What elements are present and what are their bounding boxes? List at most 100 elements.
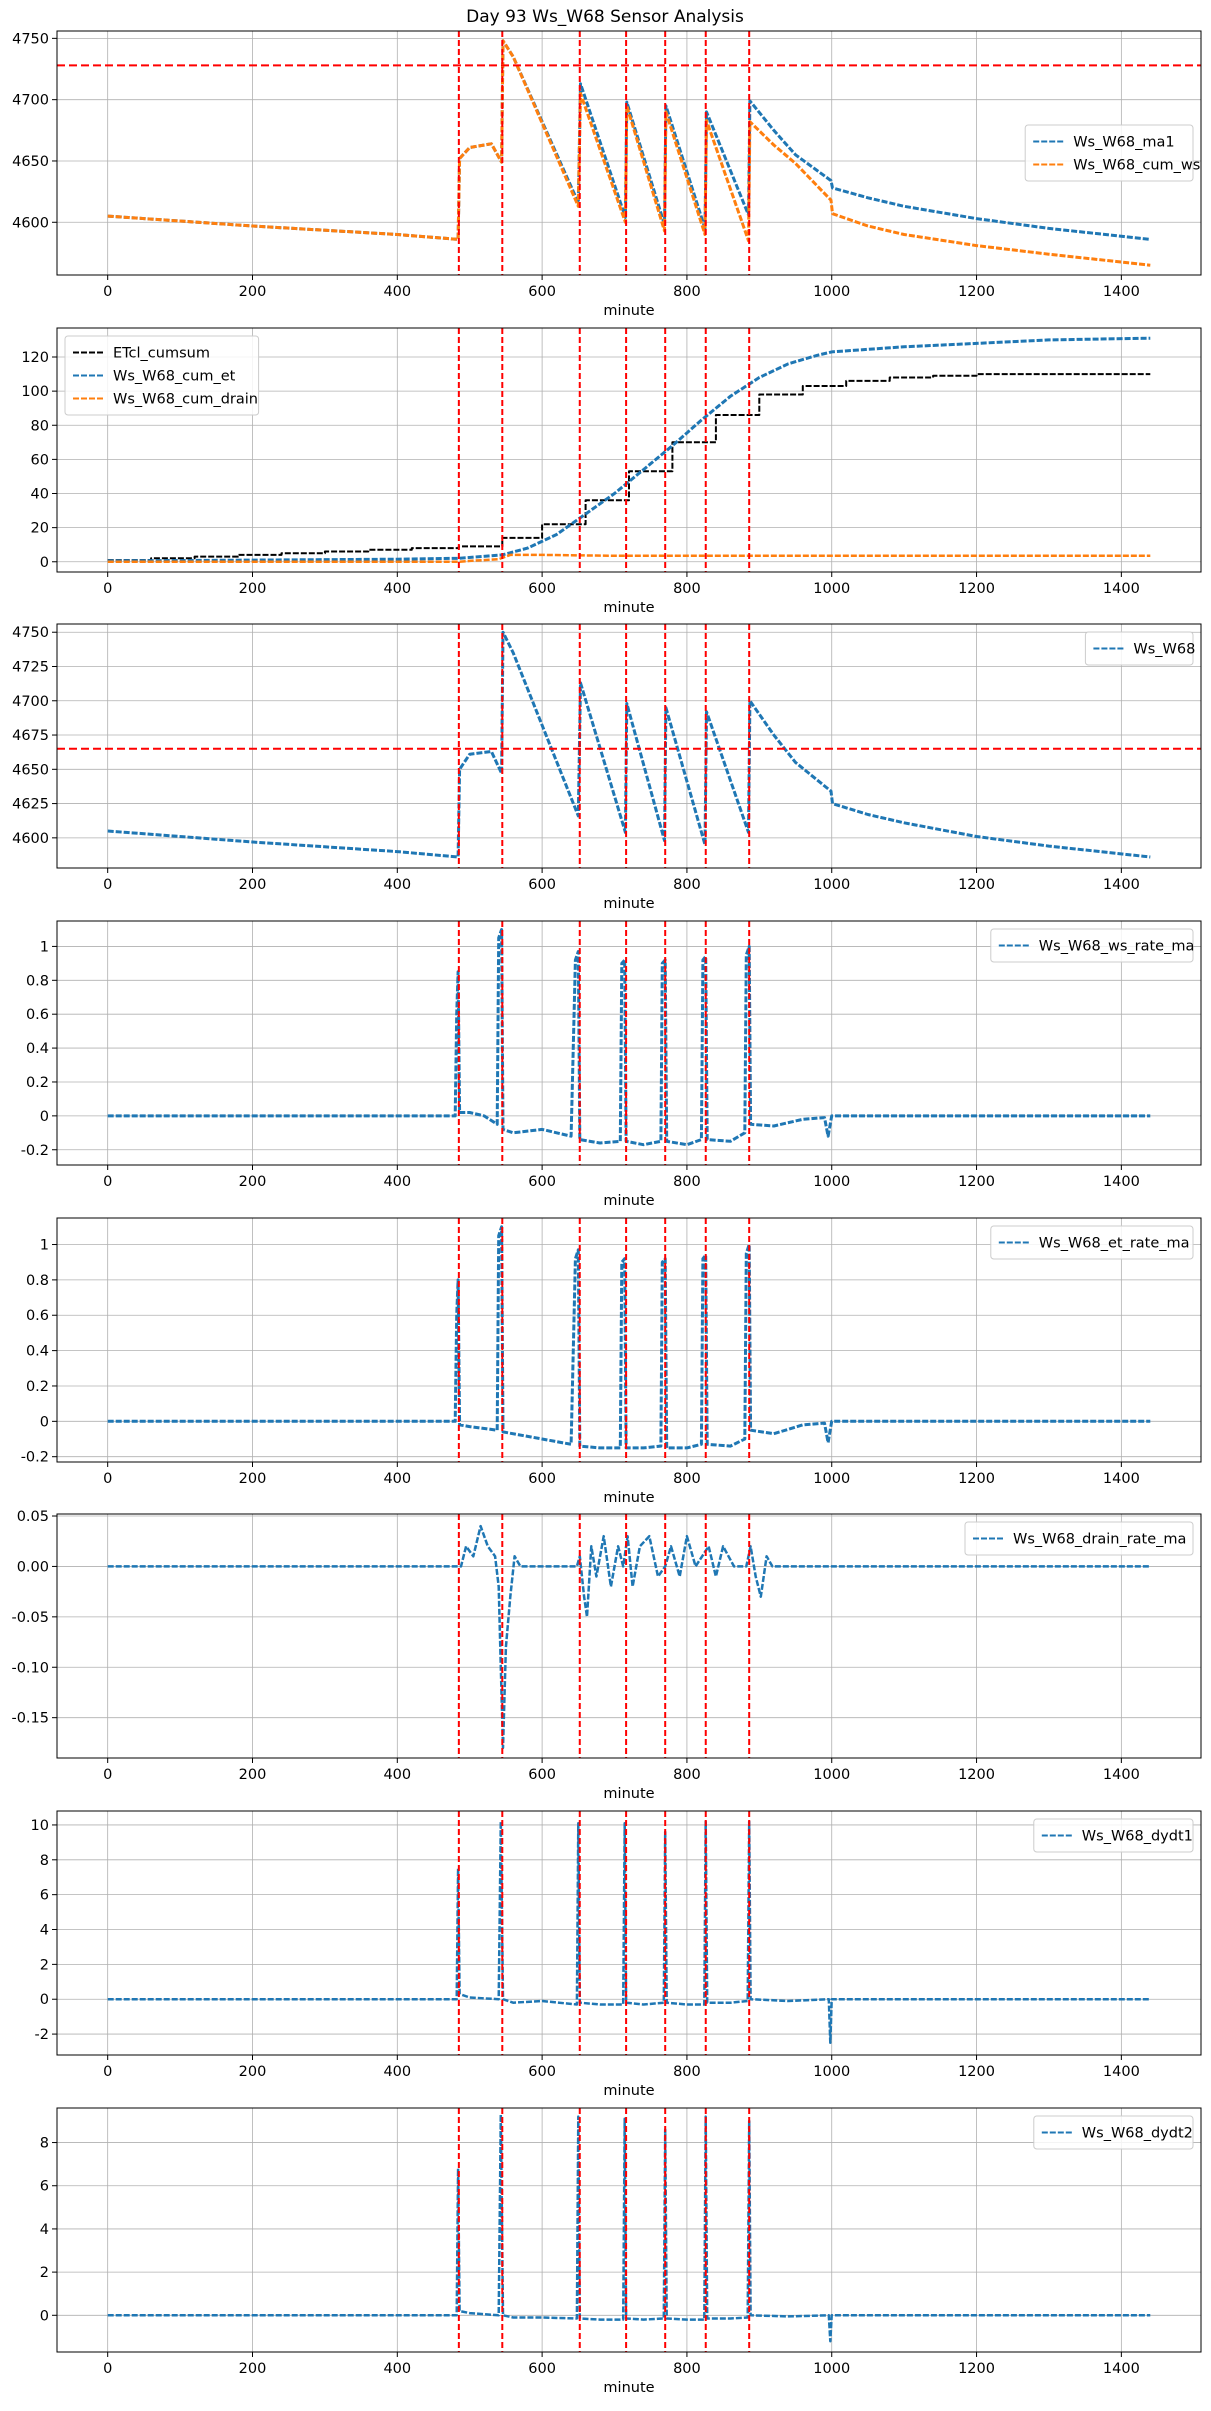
x-tick-label: 200: [239, 2361, 267, 2377]
legend-label: Ws_W68_drain_rate_ma: [1013, 1532, 1186, 1548]
series-line-Ws_W68_cum_et: [107, 336, 1151, 563]
x-tick-label: 0: [103, 1471, 112, 1487]
x-tick-label: 1200: [958, 1174, 995, 1190]
y-tick-label: -0.05: [11, 1610, 49, 1626]
series-line-Ws_W68_cum_ws: [107, 39, 1151, 267]
y-tick-label: 0.4: [26, 1041, 49, 1057]
x-tick-label: 200: [239, 2064, 267, 2080]
y-tick-label: 0.00: [17, 1559, 49, 1575]
legend: Ws_W68_ws_rate_ma: [990, 928, 1194, 963]
panel-3: 0 200 400 600 800 1000 1200 1400 4600 4625 4650 467…: [12, 623, 1202, 912]
x-tick-label: 1000: [813, 581, 850, 597]
axes-frame: [56, 1217, 1202, 1463]
y-tick-label: 4750: [12, 625, 49, 641]
x-tick-label: 0: [103, 581, 112, 597]
y-tick-label: 4600: [12, 215, 49, 231]
x-axis-label: minute: [603, 1786, 654, 1802]
series-line-Ws_W68_drain_rate_ma: [107, 1524, 1151, 1750]
x-tick-label: 1000: [813, 1174, 850, 1190]
x-tick-label: 800: [673, 1174, 701, 1190]
y-tick-label: 0.8: [26, 973, 49, 989]
x-tick-label: 1000: [813, 2064, 850, 2080]
x-tick-label: 800: [673, 1471, 701, 1487]
legend-label: Ws_W68_dydt2: [1082, 2126, 1193, 2142]
panel-7: 0 200 400 600 800 1000 1200 1400 -2 0 2 4 6 8 10 minute…: [31, 1810, 1202, 2099]
plot-area: [57, 31, 1201, 275]
y-tick-label: 2: [40, 2265, 49, 2281]
y-tick-label: 80: [31, 418, 49, 434]
legend-box: [990, 1225, 1194, 1260]
y-tick-label: -2: [35, 2027, 49, 2043]
series-line-Ws_W68_ma1: [107, 39, 1151, 241]
y-tick-label: 2: [40, 1957, 49, 1973]
y-tick-label: -0.10: [11, 1660, 49, 1676]
x-tick-label: 1200: [958, 2361, 995, 2377]
y-tick-label: 4650: [12, 762, 49, 778]
x-tick-label: 0: [103, 1767, 112, 1783]
x-tick-label: 1400: [1103, 1471, 1140, 1487]
x-tick-label: 0: [103, 877, 112, 893]
x-tick-label: 1000: [813, 1767, 850, 1783]
x-axis-label: minute: [603, 896, 654, 912]
y-tick-label: 40: [31, 487, 49, 503]
x-tick-label: 400: [383, 1174, 411, 1190]
y-tick-label: 4: [40, 2222, 49, 2238]
plot-area: [107, 328, 1151, 572]
x-tick-label: 1200: [958, 877, 995, 893]
x-tick-label: 200: [239, 581, 267, 597]
x-tick-label: 1200: [958, 1767, 995, 1783]
x-tick-label: 400: [383, 2361, 411, 2377]
x-tick-label: 1400: [1103, 877, 1140, 893]
plot-area: [107, 1514, 1151, 1758]
x-tick-label: 0: [103, 1174, 112, 1190]
y-tick-label: 4675: [12, 728, 49, 744]
y-tick-label: 4: [40, 1923, 49, 1939]
series-line-Ws_W68_dydt1: [107, 1820, 1151, 2045]
y-tick-label: 8: [40, 2136, 49, 2152]
x-tick-label: 600: [528, 284, 556, 300]
x-tick-label: 200: [239, 284, 267, 300]
x-tick-label: 400: [383, 1767, 411, 1783]
y-tick-label: 0.05: [17, 1509, 49, 1525]
y-tick-label: 0.4: [26, 1344, 49, 1360]
x-tick-label: 600: [528, 1174, 556, 1190]
y-tick-label: 1: [40, 1238, 49, 1254]
plot-area: [107, 1811, 1151, 2055]
x-tick-label: 600: [528, 877, 556, 893]
y-tick-label: 0: [40, 1109, 49, 1125]
axes-frame: [56, 623, 1202, 869]
legend: Ws_W68_et_rate_ma: [990, 1225, 1194, 1260]
x-tick-label: 1000: [813, 284, 850, 300]
series-line-ETcl_cumsum: [107, 373, 1151, 562]
y-tick-label: 4625: [12, 797, 49, 813]
y-tick-label: 4750: [12, 31, 49, 47]
x-tick-label: 0: [103, 2361, 112, 2377]
y-tick-label: 8: [40, 1853, 49, 1869]
x-axis-label: minute: [603, 2083, 654, 2099]
x-tick-label: 0: [103, 2064, 112, 2080]
panel-4: 0 200 400 600 800 1000 1200 1400 -0.2 0 0.2 0.4 0.6 0…: [21, 920, 1202, 1209]
x-tick-label: 1400: [1103, 1174, 1140, 1190]
x-tick-label: 400: [383, 877, 411, 893]
legend-label: Ws_W68_cum_drain: [113, 392, 258, 408]
x-tick-label: 1400: [1103, 1767, 1140, 1783]
y-tick-label: 0.2: [26, 1379, 49, 1395]
legend-label: ETcl_cumsum: [113, 346, 210, 362]
legend-box: [1033, 1818, 1194, 1853]
legend: Ws_W68_dydt1: [1033, 1818, 1194, 1853]
legend-box: [1084, 631, 1194, 666]
y-tick-label: 0: [40, 1992, 49, 2008]
y-tick-label: 0: [40, 1414, 49, 1430]
y-tick-label: 0.6: [26, 1007, 49, 1023]
grid: [57, 1811, 1201, 2055]
legend: Ws_W68_ma1 Ws_W68_cum_ws: [1024, 124, 1200, 182]
x-tick-label: 1400: [1103, 2064, 1140, 2080]
panel-5: 0 200 400 600 800 1000 1200 1400 -0.2 0 0.2 0.4 0.6 0…: [21, 1217, 1202, 1506]
legend-box: [990, 928, 1194, 963]
x-tick-label: 1200: [958, 284, 995, 300]
x-tick-label: 400: [383, 2064, 411, 2080]
y-tick-label: 10: [31, 1818, 49, 1834]
legend-label: Ws_W68_cum_et: [113, 369, 236, 385]
y-tick-label: -0.15: [11, 1711, 49, 1727]
y-tick-label: 6: [40, 2179, 49, 2195]
